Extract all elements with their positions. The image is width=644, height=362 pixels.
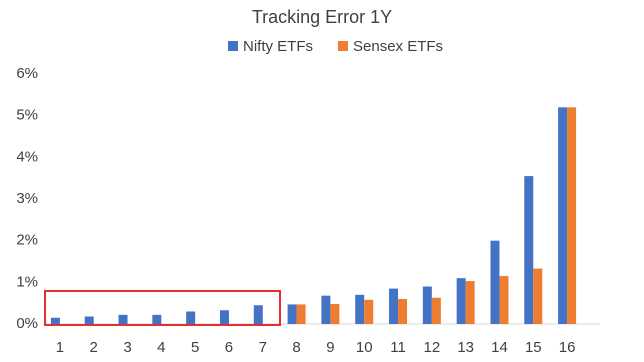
legend-swatch <box>338 41 348 51</box>
bar <box>364 299 374 324</box>
y-tick-label: 4% <box>16 148 38 165</box>
x-tick-label: 1 <box>56 339 64 356</box>
legend-label: Sensex ETFs <box>353 38 443 55</box>
bar <box>253 305 263 324</box>
bar <box>287 304 297 324</box>
chart-title: Tracking Error 1Y <box>252 7 392 27</box>
x-tick-label: 11 <box>390 339 406 356</box>
bar <box>422 286 432 324</box>
x-tick-label: 12 <box>424 339 441 356</box>
y-tick-label: 6% <box>16 65 38 82</box>
bar <box>330 304 340 324</box>
bar <box>465 281 475 324</box>
y-tick-label: 0% <box>16 315 38 332</box>
x-tick-label: 15 <box>525 339 542 356</box>
legend-label: Nifty ETFs <box>243 38 313 55</box>
x-tick-label: 7 <box>259 339 267 356</box>
bar <box>152 314 162 324</box>
x-tick-label: 10 <box>356 339 373 356</box>
bar <box>118 314 128 324</box>
x-tick-label: 5 <box>191 339 199 356</box>
bar <box>84 316 94 324</box>
x-tick-label: 3 <box>123 339 131 356</box>
bar <box>533 268 543 324</box>
bar <box>296 304 306 324</box>
y-tick-label: 1% <box>16 273 38 290</box>
legend-swatch <box>228 41 238 51</box>
y-tick-label: 5% <box>16 107 38 124</box>
y-tick-label: 3% <box>16 190 38 207</box>
bar <box>321 295 331 324</box>
bar <box>524 176 534 324</box>
bar <box>456 278 466 324</box>
x-tick-label: 8 <box>292 339 300 356</box>
bar <box>389 288 399 324</box>
bar <box>490 240 500 324</box>
bar <box>431 297 441 324</box>
bar <box>558 107 568 324</box>
bar <box>355 294 365 324</box>
x-tick-label: 4 <box>157 339 165 356</box>
bar <box>186 311 196 324</box>
x-tick-label: 14 <box>491 339 508 356</box>
x-tick-label: 9 <box>326 339 334 356</box>
x-tick-label: 2 <box>90 339 98 356</box>
y-tick-label: 2% <box>16 232 38 249</box>
bar <box>567 107 577 324</box>
bar <box>499 276 509 324</box>
highlight-box <box>44 290 281 326</box>
bar <box>219 310 229 324</box>
x-tick-label: 6 <box>225 339 233 356</box>
x-tick-label: 13 <box>457 339 474 356</box>
bar <box>398 299 408 324</box>
bar <box>50 317 60 324</box>
x-tick-label: 16 <box>559 339 576 356</box>
